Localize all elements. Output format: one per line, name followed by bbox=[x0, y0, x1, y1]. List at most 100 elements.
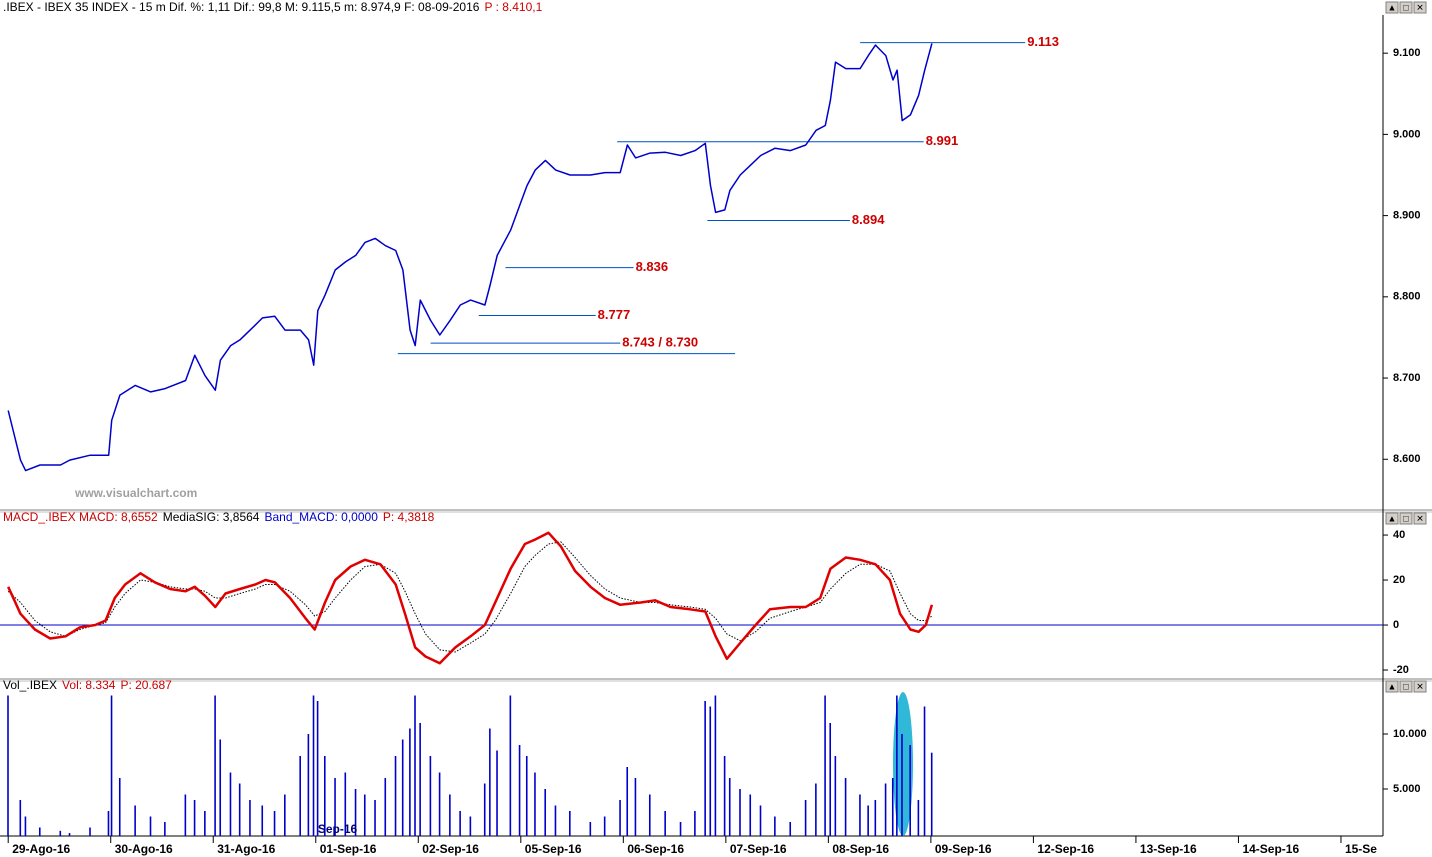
volume-bar bbox=[774, 816, 776, 836]
volume-bar bbox=[107, 810, 110, 836]
button-icon: ▲ bbox=[1388, 681, 1397, 691]
x-tick-label: 30-Ago-16 bbox=[115, 842, 173, 856]
volume-bar bbox=[261, 805, 264, 836]
volume-bar bbox=[363, 794, 366, 836]
button-collapse[interactable] bbox=[1385, 680, 1399, 693]
volume-bar bbox=[723, 755, 726, 836]
level-label: 8.894 bbox=[852, 212, 885, 227]
header-part: P: 20.687 bbox=[120, 678, 172, 692]
volume-bar bbox=[664, 810, 666, 836]
y-tick-label: 0 bbox=[1393, 619, 1399, 631]
volume-bar bbox=[518, 744, 521, 836]
volume-bar bbox=[694, 810, 696, 836]
panel-header: .IBEX - IBEX 35 INDEX - 15 m Dif. %: 1,1… bbox=[3, 0, 543, 14]
panel-buttons[interactable]: ▲ □ ✕ bbox=[1385, 680, 1427, 693]
button-collapse[interactable] bbox=[1385, 512, 1399, 525]
button-icon: □ bbox=[1403, 681, 1409, 691]
volume-bar bbox=[193, 799, 196, 836]
volume-bar bbox=[414, 695, 416, 836]
x-tick-label: 01-Sep-16 bbox=[320, 842, 377, 856]
volume-bar bbox=[219, 739, 222, 836]
volume-bar bbox=[459, 810, 461, 836]
volume-bar bbox=[923, 706, 926, 836]
volume-bar bbox=[917, 799, 920, 836]
y-tick-label: 8.900 bbox=[1393, 210, 1421, 222]
level-label: 8.743 / 8.730 bbox=[622, 335, 698, 350]
volume-bar bbox=[859, 794, 861, 836]
volume-bar bbox=[824, 695, 826, 836]
header-part: MediaSIG: 3,8564 bbox=[163, 510, 260, 524]
volume-bar bbox=[679, 821, 682, 836]
x-tick-label: 09-Sep-16 bbox=[935, 842, 992, 856]
volume-bar bbox=[284, 794, 286, 836]
volume-bar bbox=[804, 799, 807, 836]
panel-header: MACD_.IBEX MACD: 8,6552 MediaSIG: 3,8564 B… bbox=[3, 510, 435, 524]
volume-bar bbox=[844, 777, 847, 836]
volume-bar bbox=[525, 755, 528, 836]
volume-bar bbox=[401, 739, 404, 836]
volume-bar bbox=[815, 783, 817, 836]
volume-bar bbox=[238, 783, 241, 836]
y-tick-label: 9.100 bbox=[1393, 47, 1421, 59]
volume-bar bbox=[867, 805, 869, 836]
button-icon: □ bbox=[1403, 513, 1409, 523]
volume-bar bbox=[909, 744, 911, 836]
button-close[interactable] bbox=[1413, 680, 1427, 693]
volume-bar bbox=[374, 799, 376, 836]
button-close[interactable] bbox=[1413, 1, 1427, 14]
volume-bar bbox=[891, 777, 894, 836]
volume-bar bbox=[118, 777, 121, 836]
header-part: Band_MACD: 0,0000 bbox=[264, 510, 378, 524]
y-tick-label: 9.000 bbox=[1393, 128, 1421, 140]
x-tick-label: 08-Sep-16 bbox=[832, 842, 889, 856]
button-collapse[interactable] bbox=[1385, 1, 1399, 14]
panel-buttons[interactable]: ▲ □ ✕ bbox=[1385, 1, 1427, 14]
volume-bar bbox=[354, 788, 357, 836]
volume-bar bbox=[307, 733, 310, 836]
volume-bar bbox=[323, 755, 326, 836]
header-part: MACD_.IBEX MACD: 8,6552 bbox=[3, 510, 158, 524]
volume-bar bbox=[728, 777, 731, 836]
volume-bar bbox=[134, 805, 136, 836]
x-tick-label: 14-Sep-16 bbox=[1242, 842, 1299, 856]
volume-bar bbox=[789, 821, 792, 836]
volume-bar bbox=[469, 816, 472, 836]
volume-bar bbox=[38, 827, 41, 836]
volume-bar bbox=[273, 810, 276, 836]
header-part: P : 8.410,1 bbox=[484, 0, 542, 14]
header-part: P: 4,3818 bbox=[383, 510, 435, 524]
volume-bar bbox=[409, 728, 411, 836]
y-tick-label: 10.000 bbox=[1393, 728, 1427, 740]
volume-bar bbox=[648, 794, 651, 836]
x-tick-label: 13-Sep-16 bbox=[1140, 842, 1197, 856]
series-line bbox=[7, 43, 933, 472]
panel-header: Vol_.IBEX Vol: 8.334 P: 20.687 bbox=[3, 678, 172, 692]
volume-bar bbox=[24, 816, 27, 836]
volume-bar bbox=[449, 794, 451, 836]
y-tick-label: 8.700 bbox=[1393, 372, 1421, 384]
volume-bar bbox=[930, 752, 933, 836]
button-maximize[interactable] bbox=[1399, 512, 1413, 525]
volume-bar bbox=[344, 772, 347, 836]
volume-bar bbox=[634, 777, 637, 836]
volume-bar bbox=[184, 794, 187, 836]
volume-bar bbox=[438, 772, 441, 836]
button-close[interactable] bbox=[1413, 512, 1427, 525]
volume-bar bbox=[489, 728, 491, 836]
volume-bar bbox=[759, 805, 762, 836]
volume-bar bbox=[384, 777, 387, 836]
button-maximize[interactable] bbox=[1399, 680, 1413, 693]
volume-bar bbox=[509, 695, 512, 836]
button-icon: □ bbox=[1403, 2, 1409, 12]
x-tick-label: 29-Ago-16 bbox=[12, 842, 70, 856]
panel-buttons[interactable]: ▲ □ ✕ bbox=[1385, 512, 1427, 525]
volume-bar bbox=[749, 794, 752, 836]
volume-bar bbox=[884, 783, 887, 836]
volume-bar bbox=[334, 777, 336, 836]
x-tick-label: 15-Se bbox=[1345, 842, 1377, 856]
y-tick-label: 8.600 bbox=[1393, 453, 1421, 465]
header-part: Vol_.IBEX bbox=[3, 678, 57, 692]
level-label: 9.113 bbox=[1027, 34, 1059, 49]
button-maximize[interactable] bbox=[1399, 1, 1413, 14]
